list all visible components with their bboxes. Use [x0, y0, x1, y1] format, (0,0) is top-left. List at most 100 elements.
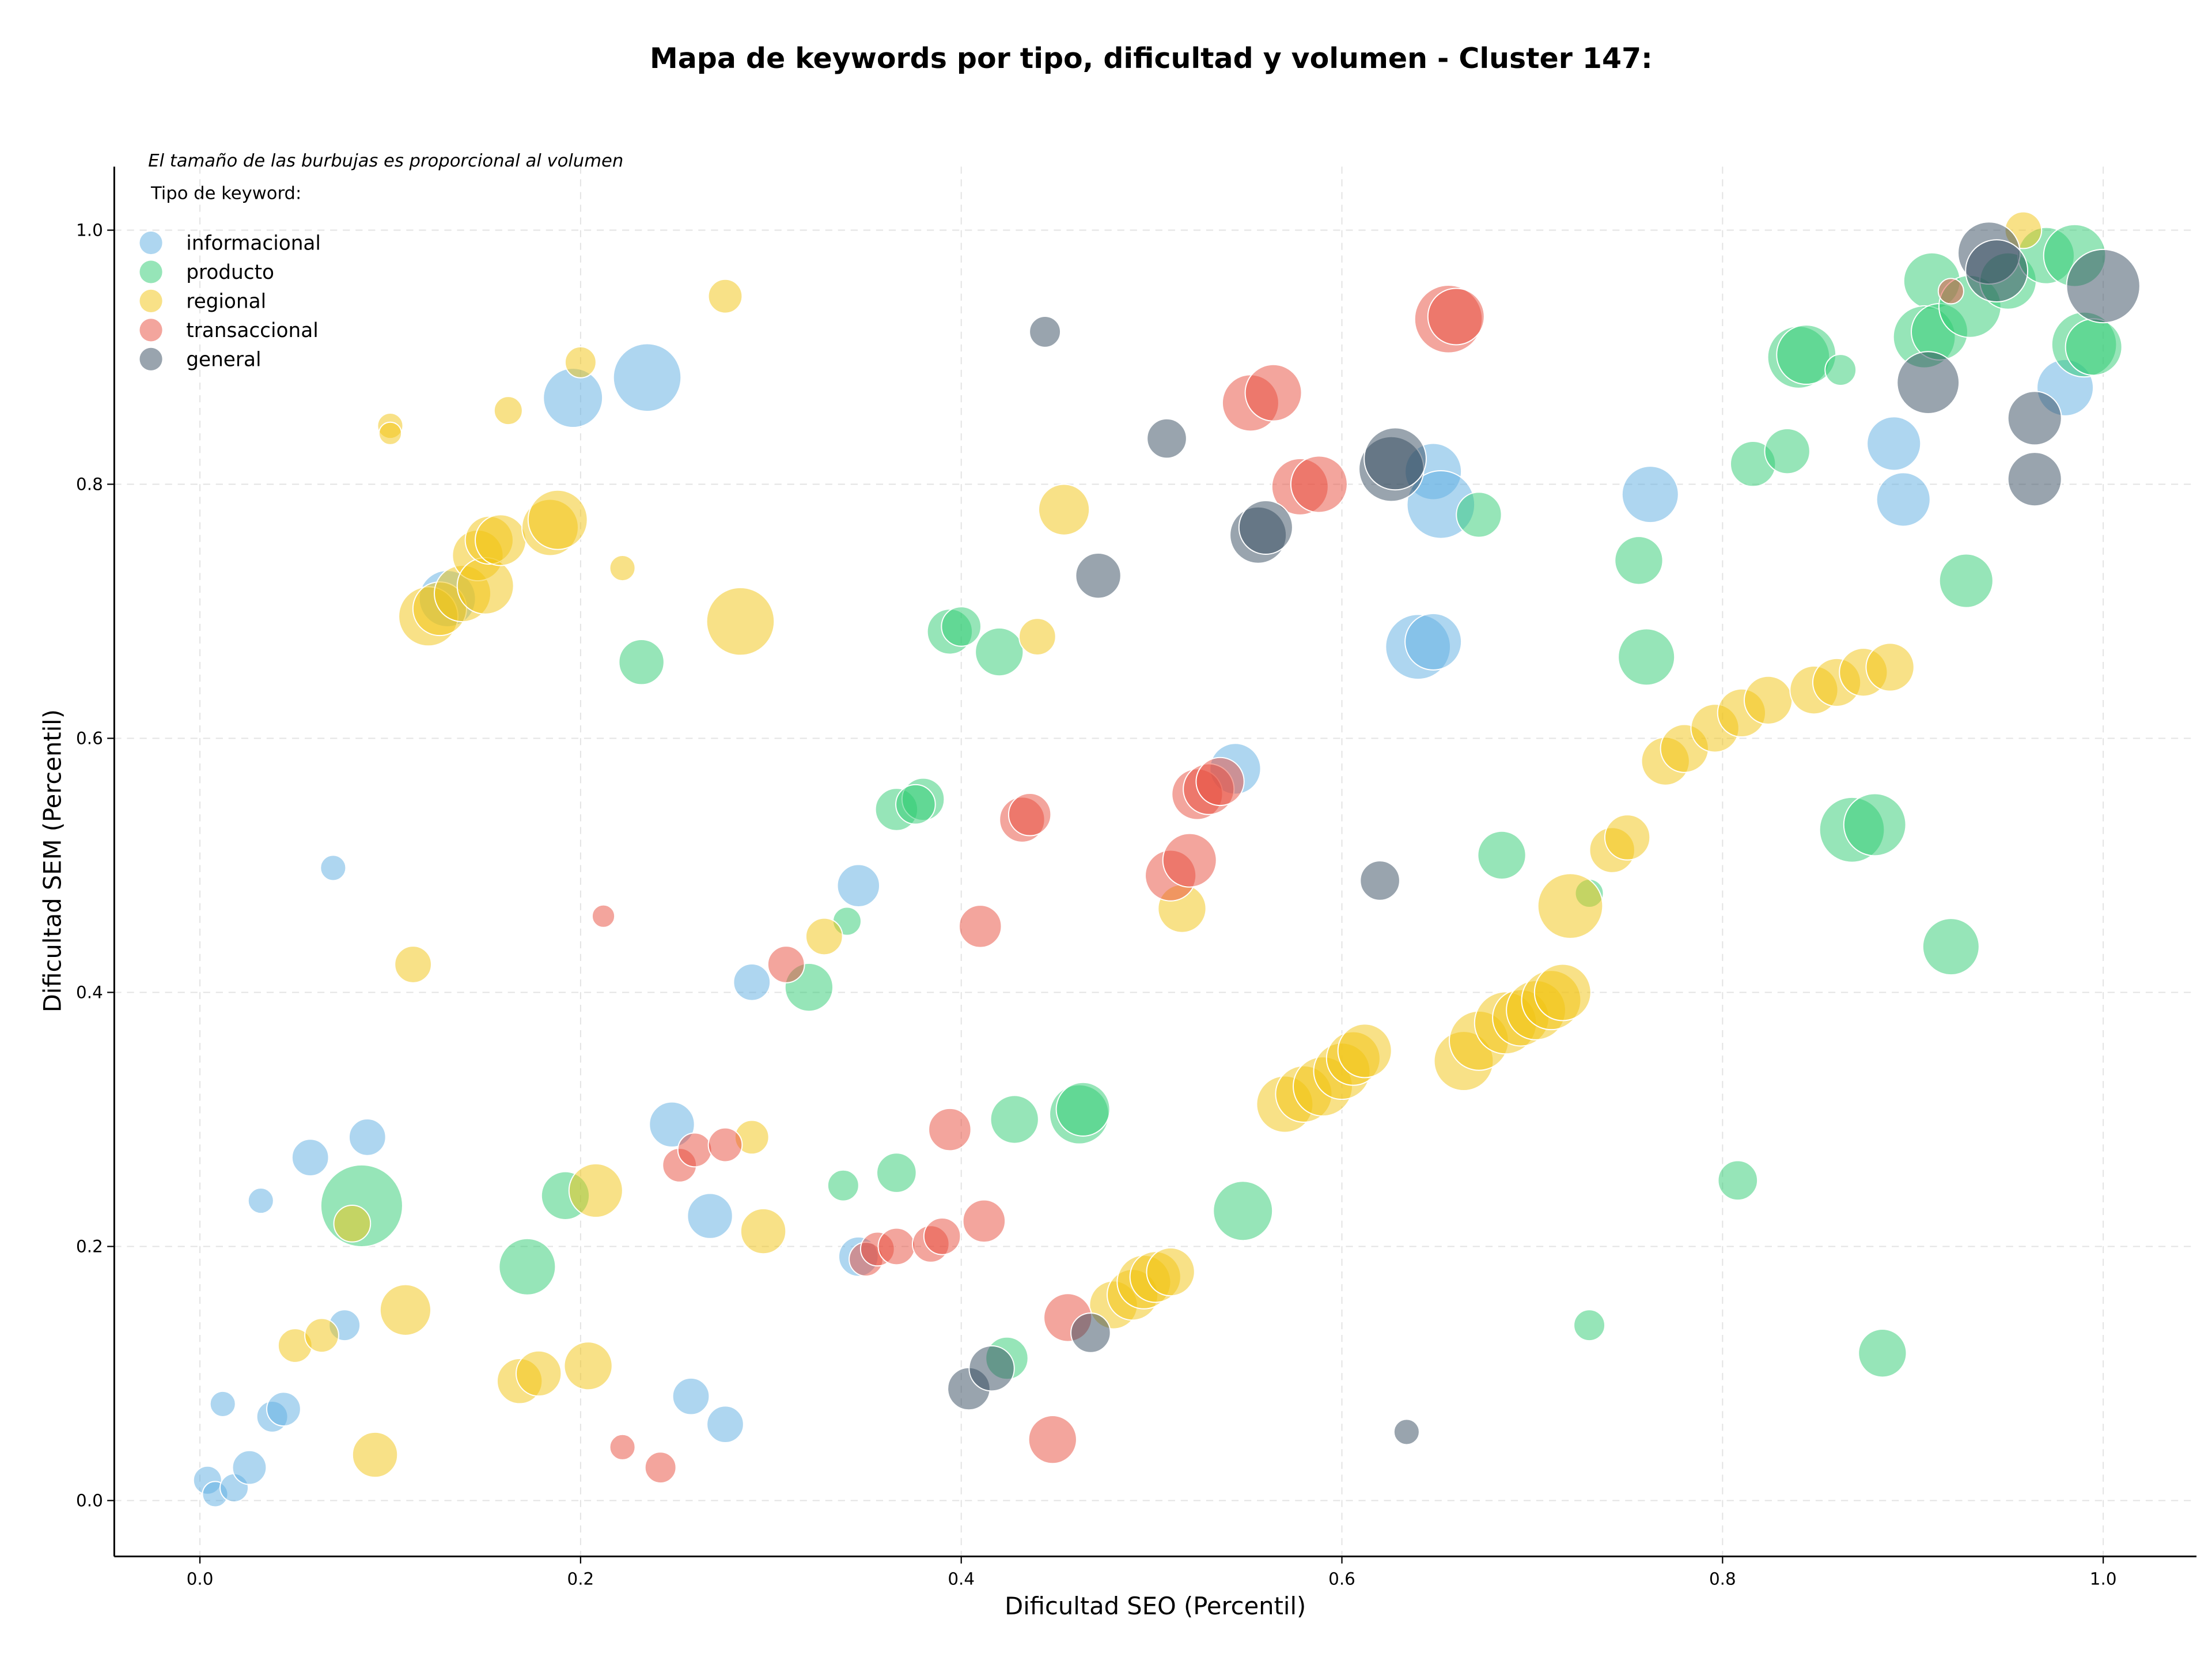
- bubble: [1938, 553, 1994, 608]
- legend-marker: [139, 319, 162, 342]
- bubble: [609, 1433, 636, 1461]
- bubble: [1363, 427, 1427, 491]
- y-axis-label: Dificultad SEM (Percentil): [38, 709, 66, 1012]
- bubble: [609, 555, 636, 582]
- bubble: [1922, 918, 1980, 976]
- bubble: [707, 278, 743, 314]
- legend-marker: [139, 289, 162, 312]
- bubble: [1533, 963, 1592, 1021]
- x-tick-label: 0.6: [1328, 1569, 1355, 1588]
- bubble: [209, 1390, 236, 1417]
- legend-label: informacional: [186, 232, 321, 255]
- bubble: [456, 557, 514, 615]
- bubble: [2007, 391, 2062, 446]
- bubble: [1865, 642, 1915, 692]
- chart-title: Mapa de keywords por tipo, dificultad y …: [650, 42, 1653, 75]
- bubble: [805, 917, 843, 956]
- bubble: [975, 627, 1024, 677]
- bubble: [333, 1204, 372, 1243]
- bubble: [941, 606, 982, 647]
- x-tick-label: 0.2: [567, 1569, 594, 1588]
- bubble: [1537, 873, 1604, 939]
- bubble: [733, 963, 771, 1001]
- bubble: [687, 1193, 733, 1239]
- bubble: [1744, 675, 1793, 725]
- bubble: [378, 421, 403, 445]
- bubble: [1290, 455, 1348, 513]
- bubble: [1614, 536, 1664, 585]
- bubble: [1359, 860, 1400, 901]
- bubble: [1028, 1415, 1077, 1465]
- bubble: [1146, 1247, 1195, 1297]
- bubble: [1404, 612, 1463, 671]
- bubble: [618, 639, 665, 686]
- bubble: [1244, 364, 1302, 422]
- x-tick-label: 0.8: [1709, 1569, 1736, 1588]
- bubble: [649, 1101, 695, 1148]
- bubble: [563, 1341, 613, 1391]
- x-tick-label: 0.4: [948, 1569, 975, 1588]
- grid: [114, 167, 2197, 1557]
- bubble: [266, 1391, 301, 1427]
- bubble: [990, 1095, 1039, 1144]
- bubble: [1337, 1023, 1392, 1079]
- bubble: [1238, 500, 1293, 555]
- bubble: [1213, 1181, 1274, 1242]
- bubble: [923, 1217, 961, 1255]
- y-tick-label: 0.6: [76, 728, 103, 748]
- bubble: [379, 1284, 431, 1336]
- bubble: [612, 343, 682, 413]
- legend-label: regional: [186, 290, 266, 313]
- legend-label: transaccional: [186, 319, 319, 342]
- bubble: [232, 1450, 267, 1485]
- bubble: [2066, 248, 2141, 324]
- bubble: [1965, 239, 2028, 302]
- y-tick-label: 1.0: [76, 220, 103, 240]
- legend-marker: [139, 231, 162, 255]
- bubble: [475, 514, 527, 566]
- bubble: [493, 396, 523, 426]
- bubble: [1858, 1329, 1907, 1378]
- bubble: [1573, 1309, 1605, 1342]
- bubble: [1427, 287, 1485, 346]
- bubble: [740, 1208, 787, 1255]
- x-tick-label: 0.0: [187, 1569, 214, 1588]
- bubble: [1618, 628, 1676, 686]
- bubble: [827, 1169, 859, 1202]
- bubble: [928, 1107, 972, 1152]
- bubble: [836, 864, 880, 907]
- bubble: [1604, 814, 1651, 861]
- bubble: [564, 346, 597, 379]
- legend-title: Tipo de keyword:: [150, 184, 301, 204]
- bubble: [1075, 553, 1122, 599]
- bubble: [1456, 491, 1502, 538]
- bubble: [1038, 483, 1090, 536]
- bubble: [959, 905, 1002, 948]
- bubble: [677, 1132, 713, 1168]
- bubble: [1195, 756, 1245, 807]
- bubble: [527, 489, 588, 550]
- bubble: [351, 1431, 399, 1478]
- bubble: [1018, 618, 1056, 656]
- legend-marker: [139, 347, 162, 370]
- bubble: [291, 1138, 329, 1176]
- y-tick-label: 0.0: [76, 1490, 103, 1510]
- bubble: [1029, 315, 1061, 348]
- bubble: [644, 1451, 677, 1484]
- legend-marker: [139, 260, 162, 283]
- bubble: [895, 784, 936, 825]
- legend-label: producto: [186, 261, 274, 284]
- bubble: [877, 1227, 916, 1266]
- x-axis-label: Dificultad SEO (Percentil): [1005, 1592, 1306, 1620]
- bubble: [1146, 418, 1187, 459]
- bubble: [1866, 416, 1922, 471]
- bubble: [1393, 1418, 1420, 1446]
- bubble: [247, 1187, 274, 1214]
- bubble: [1070, 1312, 1111, 1353]
- bubble: [962, 1199, 1006, 1243]
- x-tick-label: 1.0: [2090, 1569, 2117, 1588]
- bubble: [1764, 428, 1810, 475]
- bubble: [1162, 833, 1217, 888]
